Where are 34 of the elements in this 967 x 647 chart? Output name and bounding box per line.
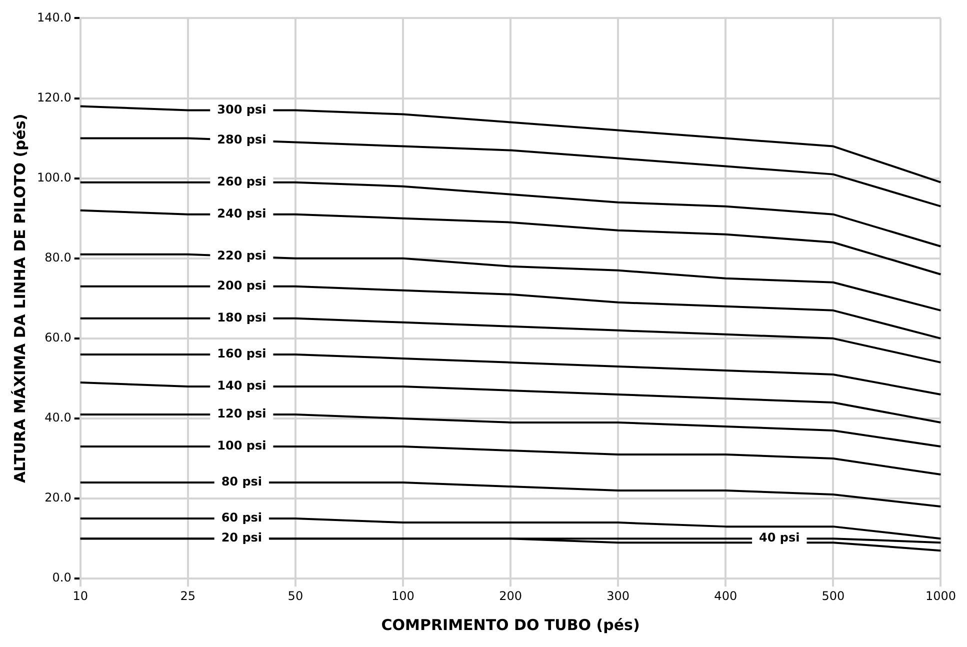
series-label: 240 psi — [217, 206, 266, 220]
series-label: 200 psi — [217, 278, 266, 293]
x-tick-label: 400 — [714, 588, 738, 603]
y-tick-label: 60.0 — [44, 330, 72, 345]
y-tick-label: 0.0 — [52, 570, 72, 585]
x-tick-label: 10 — [72, 588, 88, 603]
x-axis-title: COMPRIMENTO DO TUBO (pés) — [381, 616, 640, 634]
series-label: 20 psi — [221, 530, 262, 545]
y-tick-label: 20.0 — [44, 490, 72, 505]
y-tick-label: 40.0 — [44, 410, 72, 425]
x-tick-label: 100 — [392, 588, 414, 603]
series-label: 300 psi — [217, 102, 266, 116]
x-tick-label: 25 — [180, 588, 196, 603]
series-label: 220 psi — [217, 248, 266, 262]
y-tick-label: 140.0 — [36, 10, 72, 24]
series-label: 40 psi — [759, 530, 800, 545]
series-label: 100 psi — [217, 438, 266, 453]
series-label: 80 psi — [221, 474, 262, 489]
y-tick-label: 100.0 — [36, 170, 72, 184]
y-tick-label: 80.0 — [44, 250, 72, 264]
x-tick-label: 50 — [288, 588, 304, 603]
x-tick-label: 300 — [606, 588, 630, 603]
series-label: 260 psi — [217, 174, 266, 188]
y-axis-title: ALTURA MÁXIMA DA LINHA DE PILOTO (pés) — [10, 114, 29, 484]
series-label: 140 psi — [217, 378, 266, 393]
series-label: 160 psi — [217, 346, 266, 361]
series-label: 280 psi — [217, 132, 266, 146]
x-tick-label: 500 — [822, 588, 845, 603]
x-tick-label: 1000 — [925, 588, 956, 603]
series-label: 120 psi — [217, 406, 266, 421]
y-tick-label: 120.0 — [36, 90, 72, 104]
series-label: 180 psi — [217, 310, 266, 325]
x-tick-label: 200 — [499, 588, 522, 603]
series-label: 60 psi — [221, 510, 262, 525]
